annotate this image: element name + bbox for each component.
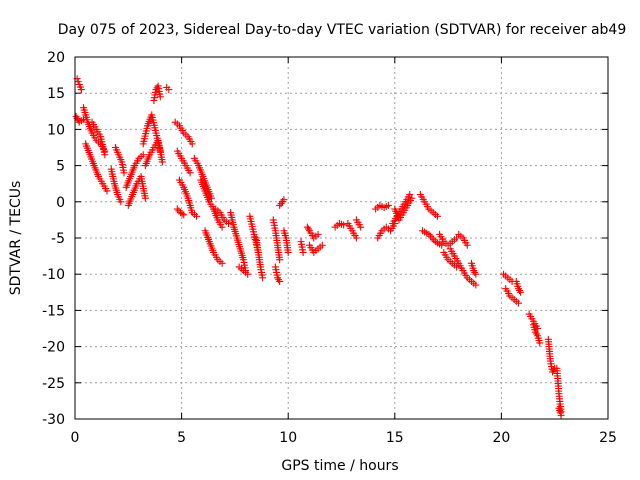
- data-point: [158, 158, 166, 166]
- data-point: [276, 256, 284, 264]
- data-point: [557, 411, 565, 419]
- x-tick-label: 10: [279, 430, 297, 446]
- data-point: [218, 259, 226, 267]
- data-point: [514, 299, 522, 307]
- data-point: [225, 220, 233, 228]
- data-point: [299, 248, 307, 256]
- data-point: [430, 236, 438, 244]
- data-point: [472, 281, 480, 289]
- data-point: [427, 232, 435, 240]
- data-point: [165, 86, 173, 94]
- data-points: [72, 75, 565, 419]
- data-point: [259, 274, 267, 282]
- data-point: [472, 270, 480, 278]
- x-tick-label: 25: [599, 430, 617, 446]
- y-tick-label: -30: [42, 412, 65, 428]
- y-tick-label: -10: [42, 267, 65, 283]
- data-point: [471, 268, 479, 276]
- data-point: [77, 86, 85, 94]
- data-point: [406, 191, 414, 199]
- data-point: [275, 276, 283, 284]
- data-point: [156, 93, 164, 101]
- data-point: [453, 234, 461, 242]
- data-point: [533, 330, 541, 338]
- y-tick-label: -5: [51, 231, 65, 247]
- data-point: [408, 194, 416, 202]
- data-point: [352, 234, 360, 242]
- data-point: [141, 194, 149, 202]
- data-point: [218, 223, 226, 231]
- data-point: [463, 241, 471, 249]
- y-tick-label: 10: [47, 122, 65, 138]
- data-point: [516, 286, 524, 294]
- data-point: [314, 230, 322, 238]
- data-point: [120, 169, 128, 177]
- data-point: [453, 263, 461, 271]
- data-point: [193, 212, 201, 220]
- data-point: [357, 223, 365, 231]
- data-point: [280, 196, 288, 204]
- data-point: [117, 198, 125, 206]
- data-point: [276, 277, 284, 285]
- y-tick-labels: -30 -25 -20 -15 -10 -5 0 5 10 15 20: [42, 50, 65, 428]
- y-tick-label: 15: [47, 86, 65, 102]
- y-tick-label: 20: [47, 50, 65, 66]
- data-point: [433, 212, 441, 220]
- data-point: [101, 151, 109, 159]
- data-point: [173, 205, 181, 213]
- x-tick-label: 0: [71, 430, 80, 446]
- grid-lines: [75, 57, 608, 419]
- data-point: [340, 221, 348, 229]
- data-point: [384, 201, 392, 209]
- plot-frame: [74, 56, 609, 420]
- data-point: [188, 140, 196, 148]
- y-tick-label: -25: [42, 376, 65, 392]
- x-tick-label: 15: [386, 430, 404, 446]
- data-point: [284, 248, 292, 256]
- y-tick-label: -20: [42, 340, 65, 356]
- data-point: [178, 210, 186, 218]
- data-point: [318, 241, 326, 249]
- data-point: [536, 339, 544, 347]
- y-axis-label: SDTVAR / TECUs: [8, 181, 24, 296]
- x-tick-label: 5: [177, 430, 186, 446]
- y-tick-label: 5: [56, 159, 65, 175]
- data-point: [438, 241, 446, 249]
- data-point: [139, 151, 147, 159]
- data-point: [180, 211, 188, 219]
- data-point: [186, 169, 194, 177]
- chart-title: Day 075 of 2023, Sidereal Day-to-day VTE…: [58, 22, 627, 38]
- y-tick-label: -15: [42, 303, 65, 319]
- y-tick-label: 0: [56, 195, 65, 211]
- data-point: [74, 78, 82, 86]
- x-tick-labels: 0 5 10 15 20 25: [71, 430, 617, 446]
- data-point: [103, 187, 111, 195]
- data-point: [517, 288, 525, 296]
- data-point: [428, 234, 436, 242]
- data-point: [244, 270, 252, 278]
- x-axis-label: GPS time / hours: [281, 458, 398, 474]
- data-point: [207, 194, 215, 202]
- x-tick-label: 20: [492, 430, 510, 446]
